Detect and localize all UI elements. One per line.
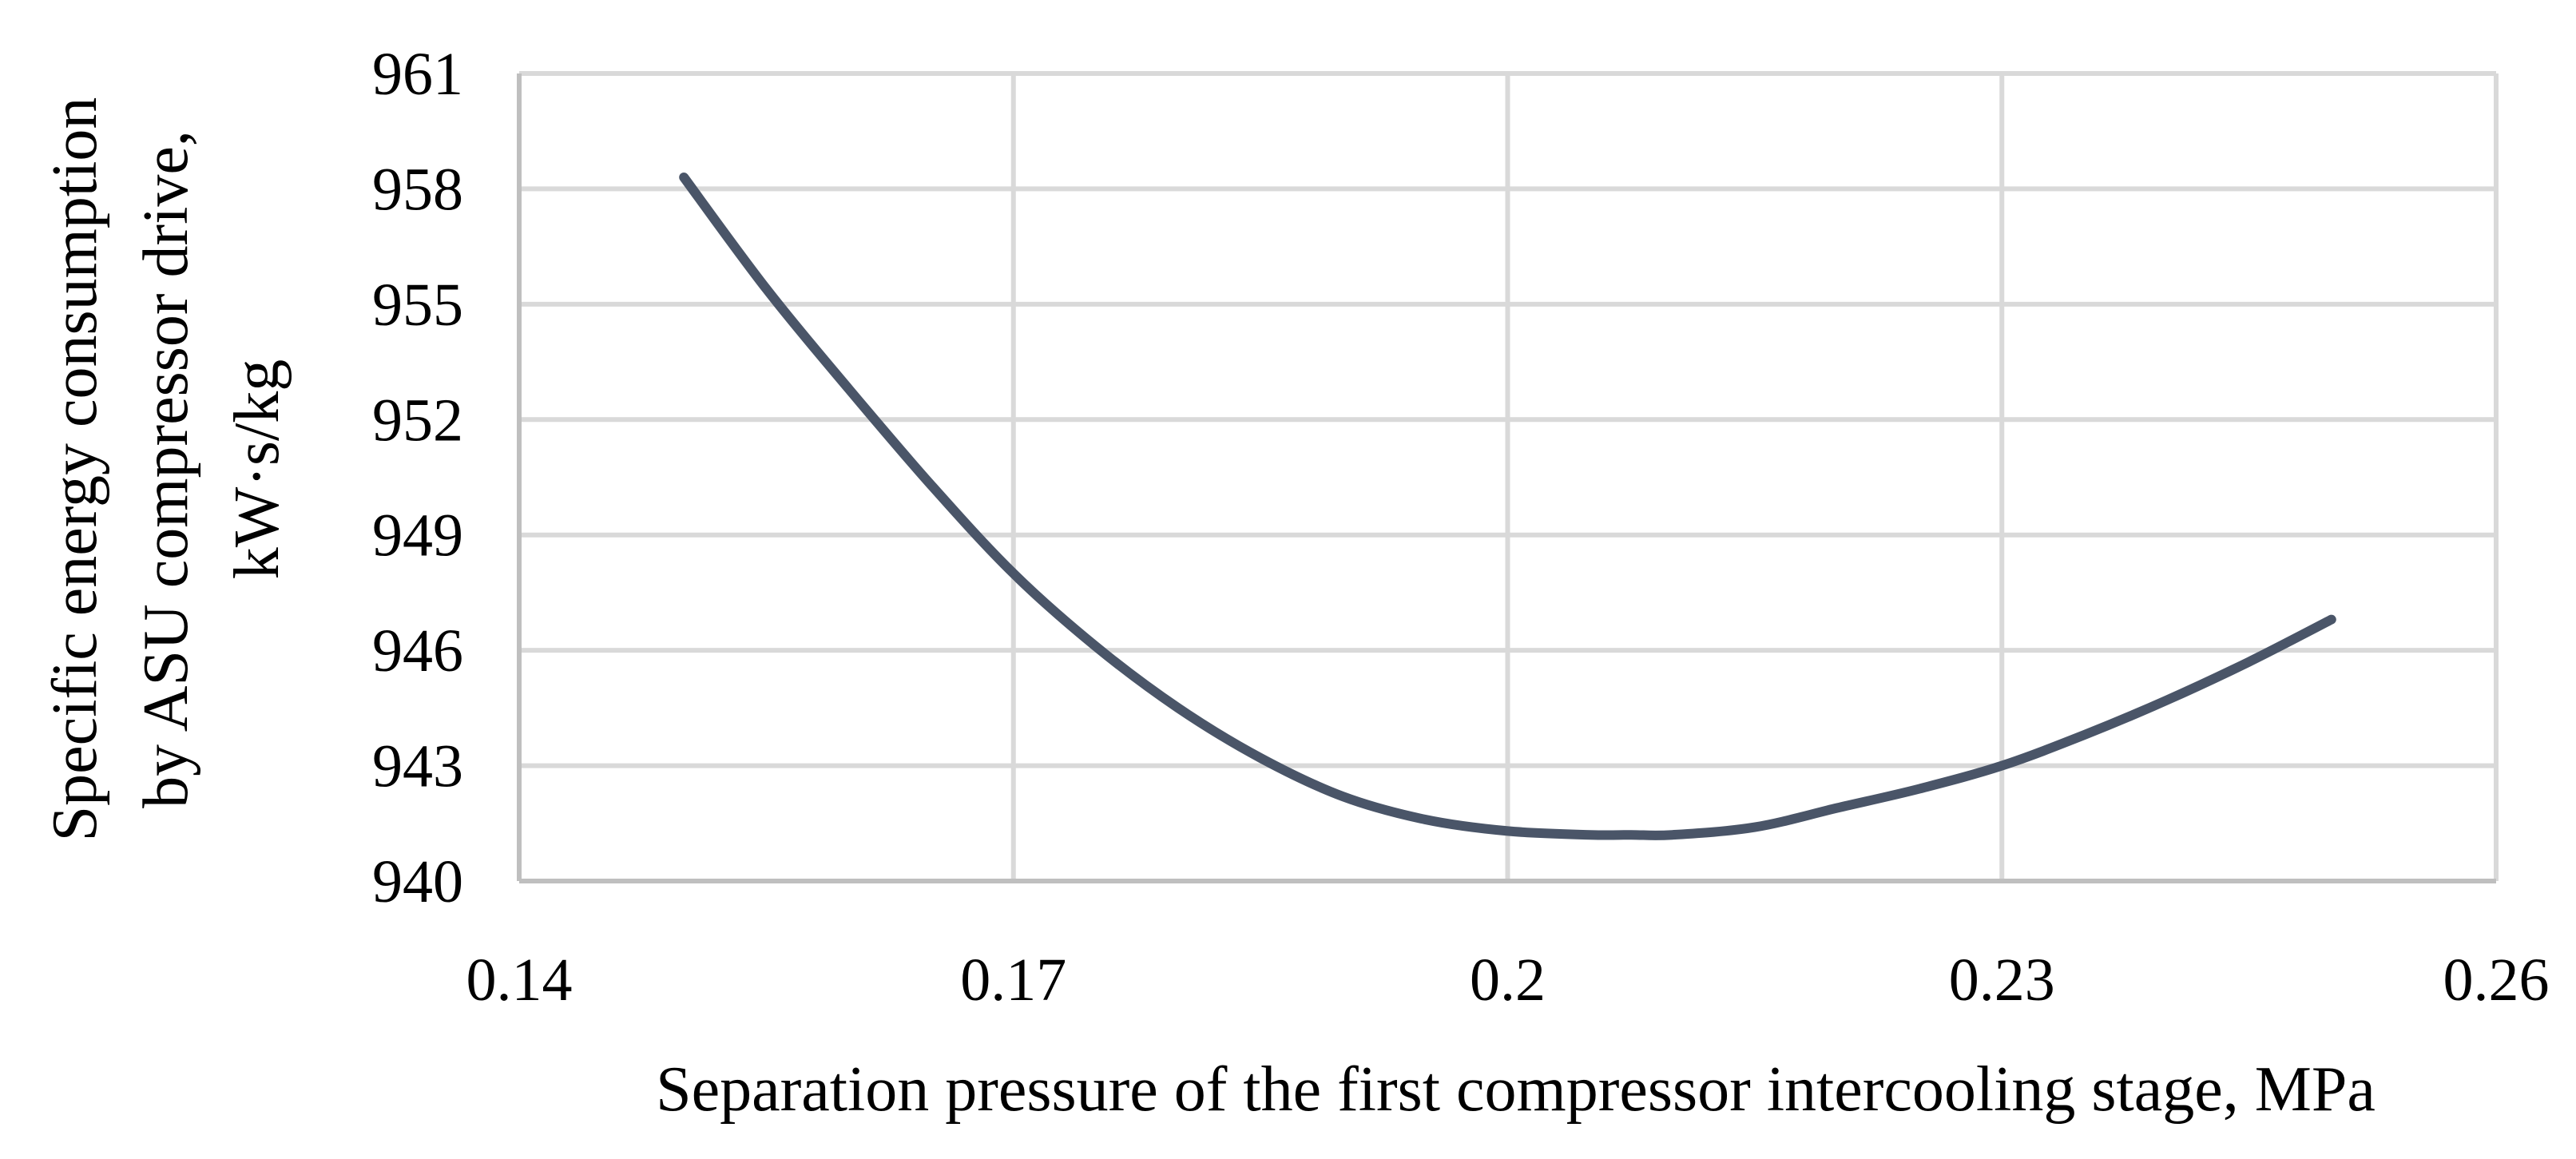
y-tick-label: 946 xyxy=(372,617,463,685)
y-tick-labels: 940 943 946 949 952 955 958 961 xyxy=(372,41,463,915)
y-tick-label: 952 xyxy=(372,387,463,454)
x-tick-label: 0.2 xyxy=(1470,947,1546,1014)
y-tick-label: 940 xyxy=(372,848,463,915)
y-axis-title: Specific energy consumption by ASU compr… xyxy=(40,97,292,842)
x-tick-label: 0.23 xyxy=(1949,947,2055,1014)
gridlines xyxy=(519,71,2499,881)
series-line-0 xyxy=(679,173,2336,840)
x-tick-labels: 0.14 0.17 0.2 0.23 0.26 xyxy=(466,947,2550,1014)
axes xyxy=(517,73,2496,883)
y-tick-label: 955 xyxy=(372,272,463,339)
y-tick-label: 943 xyxy=(372,733,463,800)
y-axis-title-line: kW·s/kg xyxy=(222,359,292,580)
y-tick-label: 958 xyxy=(372,156,463,223)
y-tick-label: 949 xyxy=(372,502,463,570)
y-axis-title-line: Specific energy consumption xyxy=(40,97,110,842)
x-tick-label: 0.26 xyxy=(2443,947,2550,1014)
y-tick-label: 961 xyxy=(372,41,463,108)
series-layer xyxy=(679,173,2336,840)
x-tick-label: 0.17 xyxy=(960,947,1066,1014)
y-axis-title-line: by ASU compressor drive, xyxy=(131,130,201,808)
x-tick-label: 0.14 xyxy=(466,947,573,1014)
x-axis-title: Separation pressure of the first compres… xyxy=(656,1054,2376,1125)
